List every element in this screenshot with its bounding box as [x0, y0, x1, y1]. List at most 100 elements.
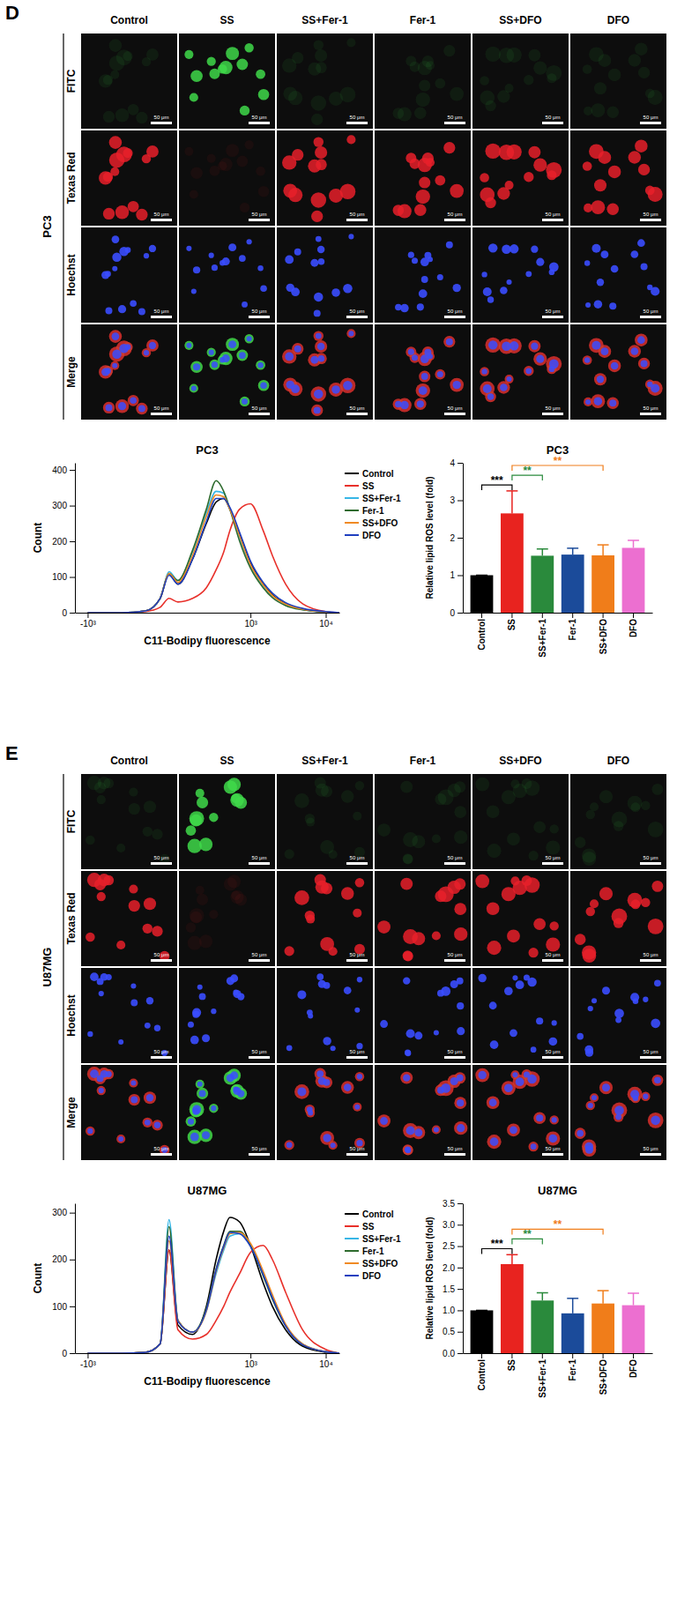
cell-blob — [98, 364, 112, 379]
bar — [622, 1305, 646, 1354]
cell-blob — [355, 1071, 365, 1082]
cell-blob — [638, 163, 650, 176]
scale-bar — [248, 1153, 270, 1156]
cell-blob — [208, 68, 220, 80]
cell-blob — [98, 364, 112, 379]
scale-bar — [542, 862, 564, 865]
cell-blob — [199, 1128, 213, 1142]
micrograph-bg — [570, 324, 667, 420]
cell-blob — [650, 1115, 661, 1125]
cell-blob — [479, 75, 490, 86]
tick-label: Control — [476, 1359, 487, 1392]
tick: DFO — [628, 612, 639, 638]
cell-blob — [125, 343, 132, 350]
cell-blob — [199, 837, 213, 851]
tick-label: 100 — [52, 1301, 67, 1312]
cell-blob — [598, 53, 612, 67]
x-axis-title: C11-Bodipy fluorescence — [143, 1375, 271, 1388]
error-cap — [566, 547, 579, 550]
micrograph-bg — [81, 1064, 178, 1161]
cell-blob — [497, 380, 510, 394]
micrograph-bg — [472, 324, 569, 420]
tick-mark — [69, 541, 75, 543]
cell-blob — [314, 146, 328, 159]
cell-blob — [393, 204, 405, 216]
cell-blob — [105, 403, 113, 411]
cell-blob — [449, 378, 464, 393]
cell-blob — [416, 383, 431, 398]
scale-bar — [346, 862, 368, 865]
column-header: Control — [110, 14, 149, 27]
scale-bar-label: 50 μm — [447, 308, 463, 314]
micrograph: 50 μm — [178, 773, 276, 870]
cell-blob — [586, 1101, 596, 1111]
cell-blob — [211, 361, 218, 368]
tick-label: -10³ — [80, 1359, 97, 1369]
cell-blob — [189, 383, 199, 393]
micrograph-bg — [81, 130, 178, 226]
micrograph-bg — [81, 967, 178, 1064]
axis-line — [463, 1353, 654, 1354]
scale-bar-label: 50 μm — [349, 405, 365, 411]
cell-blob — [599, 1080, 613, 1094]
tick: 300 — [52, 500, 75, 511]
micrograph-bg — [178, 967, 276, 1064]
cell-blob — [596, 375, 604, 383]
error-bar — [597, 544, 610, 556]
micrograph-bg — [472, 1064, 569, 1161]
scale-bar-label: 50 μm — [154, 1048, 170, 1055]
x-axis: ControlSSSS+Fer-1Fer-1SS+DFODFO — [463, 1353, 654, 1399]
cell-blob — [103, 401, 115, 414]
micrograph: 50 μm — [374, 870, 471, 967]
tick-label: Fer-1 — [567, 1359, 578, 1382]
tick: 0 — [61, 1348, 75, 1359]
cell-blob — [549, 365, 556, 372]
cell-blob — [576, 1130, 584, 1138]
cell-blob — [481, 368, 487, 374]
cell-blob — [130, 1096, 138, 1104]
cell-blob — [611, 811, 628, 828]
micrograph: 50 μm — [178, 870, 276, 967]
cell-blob — [614, 1008, 625, 1019]
cell-blob — [348, 233, 354, 239]
cell-blob — [634, 42, 648, 55]
cell-blob — [497, 186, 510, 200]
scale-bar-label: 50 μm — [349, 308, 365, 314]
cell-blob — [294, 345, 302, 353]
cell-blob — [104, 270, 112, 277]
micrograph: 50 μm — [472, 130, 569, 226]
cell-blob — [408, 349, 415, 356]
tick-mark — [457, 575, 463, 577]
cell-blob — [96, 795, 106, 804]
cell-blob — [290, 287, 300, 297]
micrograph: 50 μm — [570, 967, 667, 1064]
scale-bar — [542, 412, 564, 416]
tick: 3.5 — [442, 1198, 463, 1209]
cell-blob — [506, 832, 521, 846]
cell-blob — [331, 385, 341, 395]
tick: SS+DFO — [598, 1353, 609, 1395]
cell-blob — [488, 243, 498, 253]
cell-blob — [487, 393, 494, 400]
cell-blob — [632, 997, 640, 1005]
cell-blob — [208, 165, 220, 177]
cell-blob — [530, 245, 538, 253]
cell-blob — [545, 840, 560, 855]
cell-blob — [524, 1071, 540, 1087]
cell-blob — [130, 999, 138, 1007]
cell-blob — [284, 1139, 295, 1150]
cell-blob — [515, 980, 525, 990]
cell-blob — [146, 996, 154, 1005]
scale-bar-label: 50 μm — [154, 211, 170, 217]
micrograph-bg — [276, 870, 373, 967]
cell-blob — [379, 1019, 388, 1028]
bar — [500, 1264, 524, 1354]
scale-bar-label: 50 μm — [252, 1145, 268, 1152]
cell-blob — [314, 340, 328, 353]
tick-mark — [542, 1353, 544, 1359]
cell-blob — [549, 921, 558, 930]
cell-blob — [128, 900, 141, 912]
cell-blob — [313, 389, 324, 400]
cell-blob — [223, 877, 238, 891]
tick-label: 3 — [449, 495, 455, 506]
